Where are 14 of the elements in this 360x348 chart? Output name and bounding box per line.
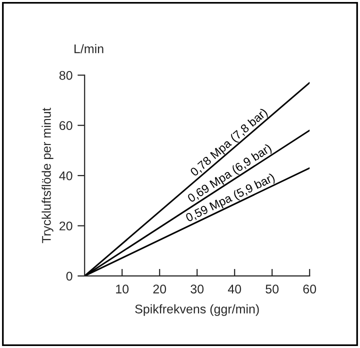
x-tick-label: 10 [116,284,129,294]
y-tick-label: 20 [60,222,72,230]
y-tick-label: 80 [59,70,72,80]
x-tick-label: 50 [266,284,279,294]
x-tick-label: 40 [228,284,242,294]
x-tick-label: 20 [153,284,166,294]
y-axis-title: Tryckluftsflöde per minut [42,108,54,244]
y-tick-label: 40 [59,171,72,180]
y-tick-label: 60 [60,121,72,130]
y-tick-label: 0 [66,272,72,281]
x-tick-label: 30 [190,284,204,294]
text: L/min [74,44,104,54]
x-axis-title: Spikfrekvens (ggr/min) [135,304,259,316]
x-tick-label: 60 [303,284,316,294]
